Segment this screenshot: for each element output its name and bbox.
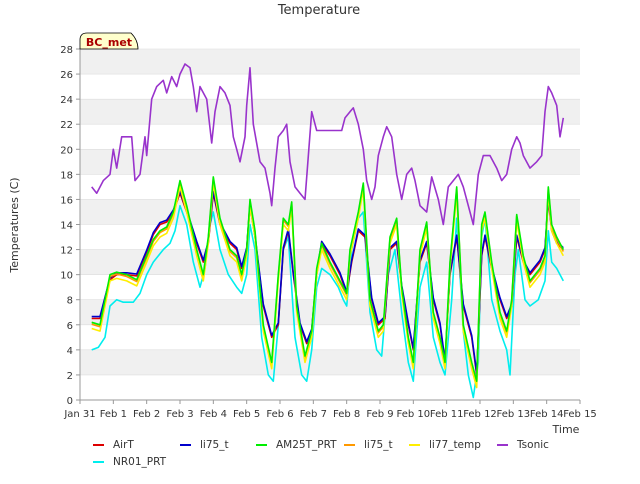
legend-item: li75_t	[180, 439, 229, 451]
legend: AirT li75_t AM25T_PRT li75_t li77_temp Tsonic…	[93, 439, 549, 468]
x-tick-label: Feb 15	[563, 409, 597, 420]
y-tick-label: 20	[60, 145, 73, 156]
series-layer	[91, 63, 565, 399]
grid-band	[80, 324, 580, 350]
y-tick-label: 12	[60, 246, 73, 257]
legend-label: li77_temp	[429, 439, 481, 451]
legend-item: AirT	[93, 439, 134, 451]
legend-label: AirT	[113, 439, 134, 451]
legend-item: li77_temp	[409, 439, 481, 451]
x-tick-label: Feb 9	[366, 409, 393, 420]
x-tick-label: Feb 8	[333, 409, 360, 420]
y-tick-label: 22	[60, 120, 73, 131]
x-tick-label: Feb 7	[300, 409, 327, 420]
x-tick-label: Feb 12	[463, 409, 497, 420]
series-line-li77_temp-4	[91, 182, 565, 389]
grid-bands	[80, 48, 580, 401]
legend-label: li75_t	[364, 439, 393, 451]
x-tick-label: Feb 11	[430, 409, 464, 420]
grid-band	[80, 124, 580, 150]
legend-label: AM25T_PRT	[276, 439, 337, 451]
x-tick-label: Feb 2	[133, 409, 160, 420]
y-tick-label: 28	[60, 45, 73, 56]
y-tick-label: 6	[67, 321, 73, 332]
y-tick-label: 2	[67, 371, 73, 382]
x-tick-label: Feb 1	[100, 409, 127, 420]
legend-label: Tsonic	[516, 439, 549, 451]
grid-band	[80, 99, 580, 125]
x-tick-label: Feb 3	[166, 409, 193, 420]
legend-item: li75_t	[344, 439, 393, 451]
grid-band	[80, 274, 580, 300]
x-tick-label: Feb 10	[397, 409, 431, 420]
y-tick-label: 18	[60, 170, 73, 181]
grid-band	[80, 374, 580, 400]
grid-band	[80, 49, 580, 75]
annotation-box: BC_met	[79, 32, 139, 50]
grid-band	[80, 349, 580, 375]
y-tick-label: 10	[60, 271, 73, 282]
y-tick-label: 26	[60, 70, 73, 81]
y-tick-label: 4	[67, 346, 73, 357]
chart-title: Temperature	[277, 3, 360, 18]
y-tick-label: 8	[67, 296, 73, 307]
series-line-am25t_prt-2	[91, 176, 565, 382]
x-tick-label: Feb 6	[266, 409, 293, 420]
annotation-label: BC_met	[86, 36, 132, 49]
x-tick-label: Jan 31	[63, 409, 95, 420]
y-tick-label: 14	[60, 221, 73, 232]
x-axis-label: Time	[552, 423, 580, 436]
x-tick-label: Feb 4	[200, 409, 227, 420]
x-tick-label: Feb 14	[530, 409, 564, 420]
grid-band	[80, 174, 580, 200]
legend-label: NR01_PRT	[113, 456, 167, 468]
grid-band	[80, 149, 580, 175]
x-tick-label: Feb 5	[233, 409, 260, 420]
y-tick-label: 24	[60, 95, 73, 106]
grid-band	[80, 74, 580, 100]
legend-item: NR01_PRT	[93, 456, 167, 468]
legend-label: li75_t	[200, 439, 229, 451]
y-tick-label: 16	[60, 195, 73, 206]
y-tick-label: 0	[67, 396, 73, 407]
series-line-tsonic-6	[91, 63, 565, 226]
y-axis-label: Temperatures (C)	[8, 177, 21, 273]
grid-band	[80, 199, 580, 225]
series-line-nr01_prt-5	[91, 204, 565, 399]
x-tick-label: Feb 13	[497, 409, 531, 420]
legend-item: AM25T_PRT	[256, 439, 337, 451]
legend-item: Tsonic	[497, 439, 549, 451]
